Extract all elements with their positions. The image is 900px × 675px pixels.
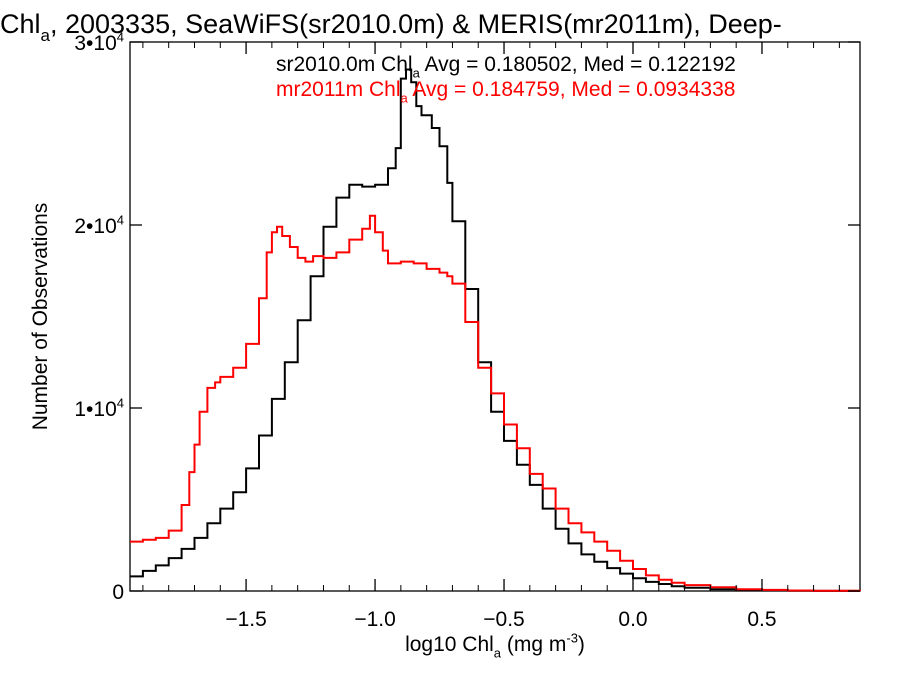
- x-tick-label: −1.5: [225, 608, 266, 631]
- y-tick-label: 1•104: [74, 396, 124, 421]
- y-axis-label: Number of Observations: [29, 203, 52, 431]
- plot-area-border: [129, 41, 861, 592]
- x-tick-label: 0.5: [747, 608, 776, 631]
- legend-entry-1: sr2010.0m Chla Avg = 0.180502, Med = 0.1…: [276, 53, 736, 80]
- chart-title: Chla, 2003335, SeaWiFS(sr2010.0m) & MERI…: [0, 9, 782, 45]
- legend: sr2010.0m Chla Avg = 0.180502, Med = 0.1…: [276, 53, 736, 105]
- series-group: [130, 68, 861, 592]
- y-tick-label: 2•104: [74, 213, 124, 238]
- plot-frame: [129, 41, 861, 592]
- x-axis-label: log10 Chla (mg m-3): [405, 631, 585, 661]
- x-tick-label: 0.0: [618, 608, 647, 631]
- legend-entry-2: mr2011m Chla Avg = 0.184759, Med = 0.093…: [276, 78, 735, 105]
- axes-group: −1.5 −1.0 −0.5 0.0 0.5 0 1•104 2•104 3•104 log10 …: [29, 30, 860, 661]
- series-line-2: [130, 214, 861, 592]
- x-tick-label: −1.0: [354, 608, 395, 631]
- x-tick-label: −0.5: [483, 608, 524, 631]
- y-tick-label: 0: [112, 581, 124, 604]
- y-tick-label: 3•104: [74, 30, 124, 55]
- series-line-1: [130, 68, 861, 592]
